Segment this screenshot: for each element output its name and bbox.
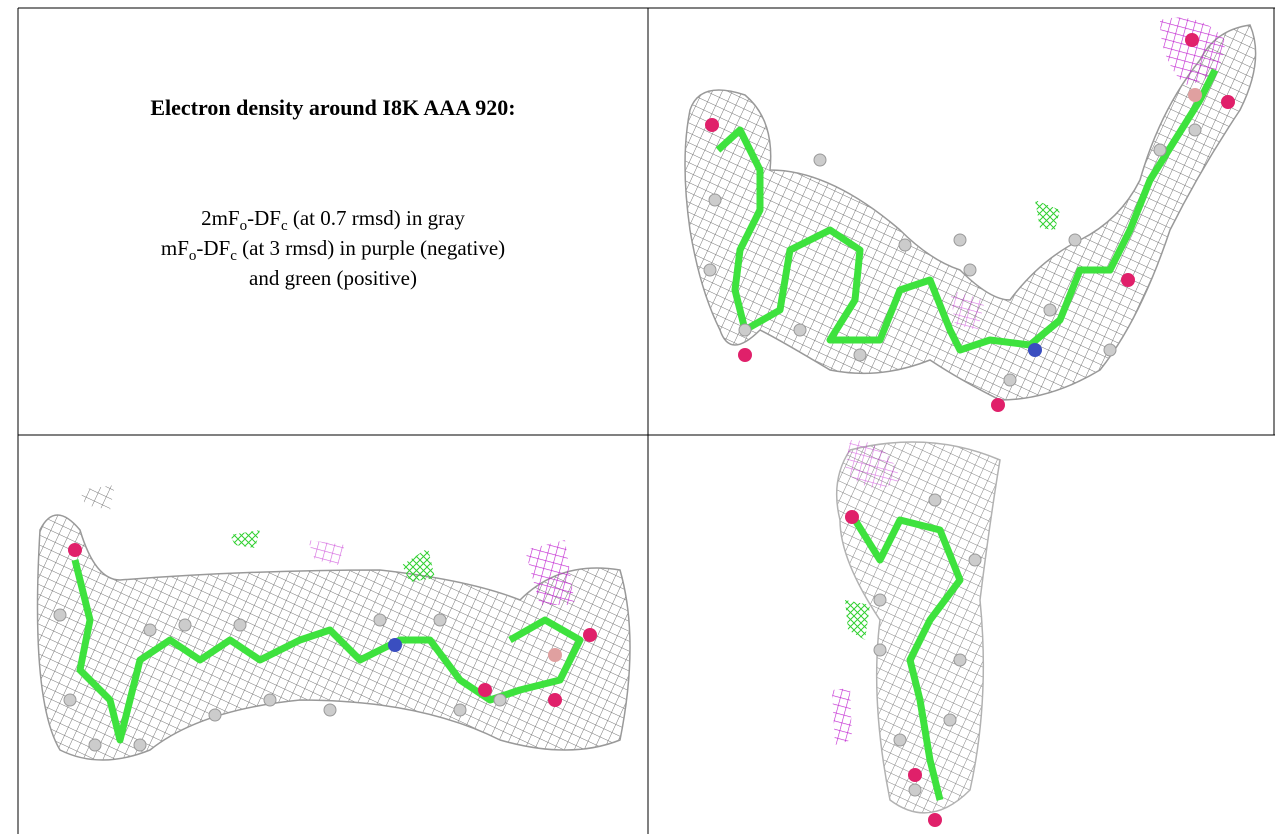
atom (54, 609, 66, 621)
atom (264, 694, 276, 706)
atom (814, 154, 826, 166)
atom (434, 614, 446, 626)
atom (374, 614, 386, 626)
atom (705, 118, 719, 132)
description-line: and green (positive) (249, 266, 417, 290)
atom (68, 543, 82, 557)
atom (1044, 304, 1056, 316)
atom (1154, 144, 1166, 156)
mesh-shape (80, 485, 115, 510)
description-line: 2mFo-DFc (at 0.7 rmsd) in gray (201, 206, 465, 234)
atom (794, 324, 806, 336)
atom (739, 324, 751, 336)
atom (89, 739, 101, 751)
atom (1189, 124, 1201, 136)
mesh-shape (845, 600, 870, 640)
atom (929, 494, 941, 506)
atom (991, 398, 1005, 412)
atom (1104, 344, 1116, 356)
atom (969, 554, 981, 566)
atom (854, 349, 866, 361)
text-run: -DF (247, 206, 281, 230)
density-view-2 (38, 485, 631, 760)
text-run: -DF (196, 236, 230, 260)
atom (928, 813, 942, 827)
description-line: mFo-DFc (at 3 rmsd) in purple (negative) (161, 236, 505, 264)
atom (1121, 273, 1135, 287)
atom (144, 624, 156, 636)
cell-title: Electron density around I8K AAA 920: (150, 95, 515, 120)
atom (709, 194, 721, 206)
atom (583, 628, 597, 642)
subscript: o (189, 248, 197, 264)
mesh-shape (1035, 200, 1060, 230)
atom (944, 714, 956, 726)
atom (1185, 33, 1199, 47)
atom (179, 619, 191, 631)
density-view-3 (832, 440, 1000, 827)
text-run: and green (positive) (249, 266, 417, 290)
mesh-shape (832, 688, 852, 745)
atom (548, 648, 562, 662)
atom (1028, 343, 1042, 357)
text-run: (at 3 rmsd) in purple (negative) (237, 236, 505, 260)
atom (738, 348, 752, 362)
density-view-1 (685, 18, 1256, 413)
text-run: mF (161, 236, 189, 260)
atom (964, 264, 976, 276)
atom (874, 644, 886, 656)
text-run: (at 0.7 rmsd) in gray (288, 206, 466, 230)
mesh-shape (230, 530, 260, 548)
text-run: 2mF (201, 206, 240, 230)
atom (874, 594, 886, 606)
atom (899, 239, 911, 251)
mesh-shape (308, 540, 345, 565)
atom (908, 768, 922, 782)
atom (64, 694, 76, 706)
atom (894, 734, 906, 746)
atom (1188, 88, 1202, 102)
atom (1221, 95, 1235, 109)
subscript: o (240, 218, 248, 234)
atom (1069, 234, 1081, 246)
atom (909, 784, 921, 796)
figure-table: Electron density around I8K AAA 920: 2mF… (0, 0, 1275, 834)
atom (454, 704, 466, 716)
atom (1004, 374, 1016, 386)
atom (954, 234, 966, 246)
atom (134, 739, 146, 751)
atom (954, 654, 966, 666)
atom (324, 704, 336, 716)
atom (845, 510, 859, 524)
atom (494, 694, 506, 706)
page: Electron density around I8K AAA 920: 2mF… (0, 0, 1275, 834)
atom (209, 709, 221, 721)
atom (234, 619, 246, 631)
atom (388, 638, 402, 652)
atom (704, 264, 716, 276)
atom (548, 693, 562, 707)
atom (478, 683, 492, 697)
